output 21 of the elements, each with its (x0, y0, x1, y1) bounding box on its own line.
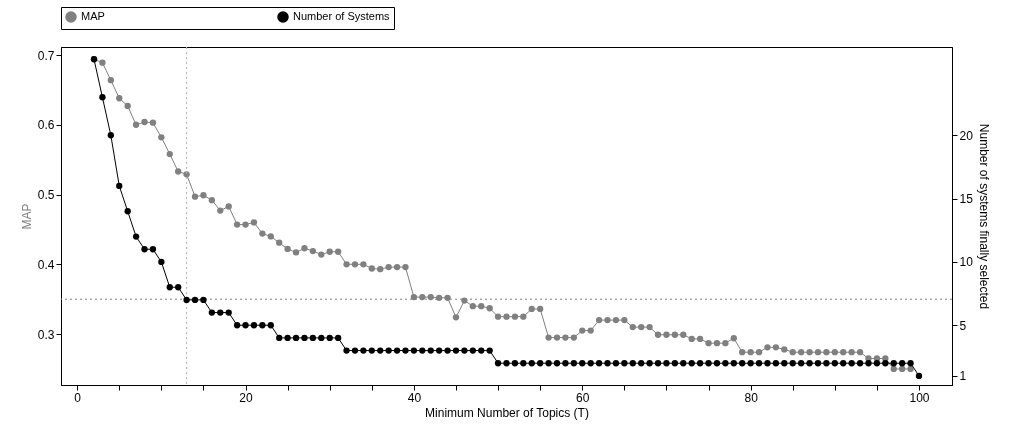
y2-axis-title: Number of systems finally selected (976, 123, 991, 310)
legend-label: MAP (81, 10, 105, 22)
y-tick-label: 0.5 (37, 188, 55, 203)
y2-tick-label: 15 (959, 192, 974, 207)
x-tick-label: 40 (407, 390, 422, 405)
y-tick-label: 0.4 (37, 257, 55, 272)
y-tick-label: 0.6 (37, 118, 55, 133)
y2-tick-label: 5 (959, 318, 967, 333)
y-axis-title: MAP (19, 203, 34, 230)
legend-label: Number of Systems (293, 10, 391, 22)
y-tick-label: 0.7 (37, 48, 55, 63)
y2-tick-label: 20 (959, 128, 974, 143)
y-tick-label: 0.3 (37, 327, 55, 342)
y2-tick-label: 1 (959, 369, 967, 384)
x-axis-title: Minimum Number of Topics (T) (425, 405, 589, 420)
x-tick-label: 20 (239, 390, 254, 405)
x-tick-label: 100 (909, 390, 930, 405)
x-tick-label: 60 (576, 390, 590, 405)
y2-tick-label: 10 (959, 255, 974, 270)
x-tick-label: 80 (744, 390, 759, 405)
x-tick-label: 0 (74, 390, 82, 405)
